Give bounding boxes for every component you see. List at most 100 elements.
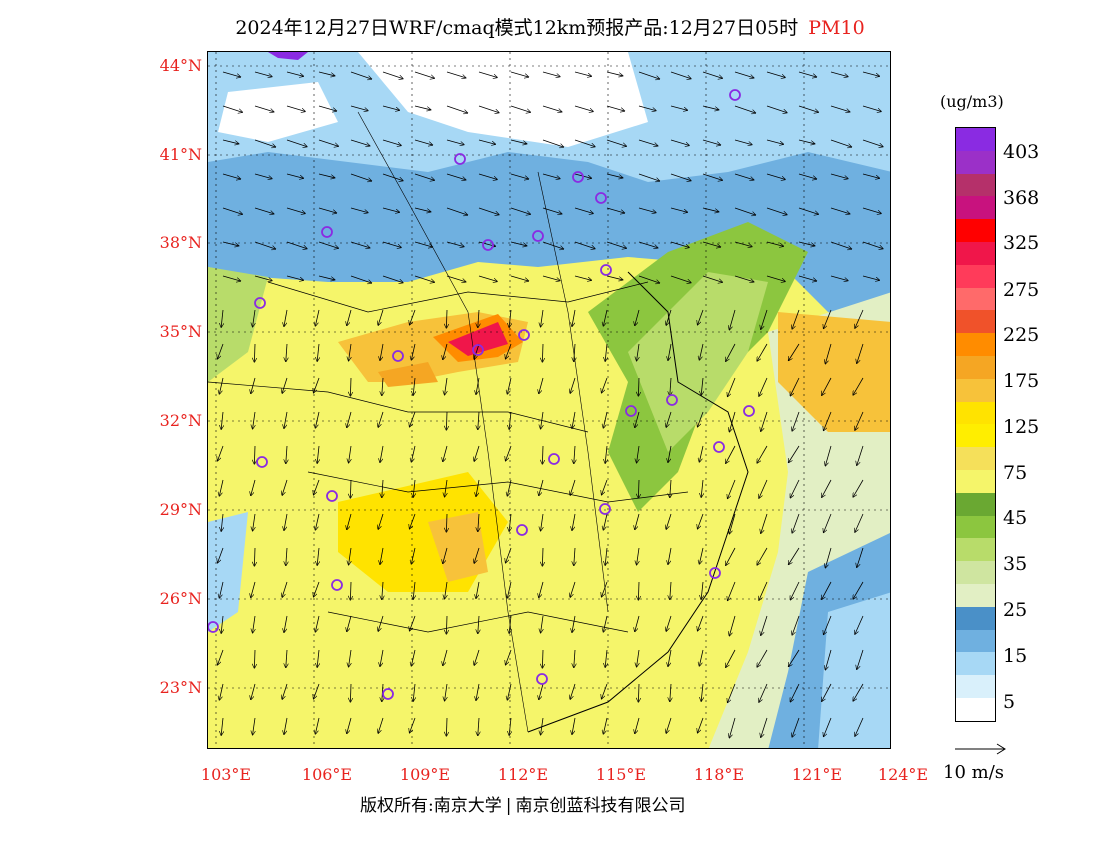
wind-vector <box>254 139 275 147</box>
wind-vector <box>284 411 288 428</box>
wind-vector <box>382 105 399 110</box>
wind-vector <box>349 547 351 565</box>
wind-vector <box>286 105 305 111</box>
wind-vector <box>670 71 691 79</box>
wind-vector <box>443 445 448 461</box>
wind-vector <box>666 513 672 529</box>
wind-vector <box>798 173 816 179</box>
wind-vector <box>670 581 671 599</box>
wind-vector <box>221 513 223 531</box>
wind-vector <box>222 105 242 112</box>
legend-tick: 325 <box>1003 232 1040 254</box>
wind-vector <box>251 581 256 597</box>
wind-vector <box>254 105 274 112</box>
wind-vector <box>478 717 479 735</box>
wind-vector <box>766 207 787 215</box>
wind-vector <box>574 343 575 361</box>
wind-vector <box>509 615 511 633</box>
legend-color-bin <box>956 310 995 334</box>
wind-vector <box>254 241 275 249</box>
wind-vector <box>853 479 864 497</box>
wind-vector <box>759 479 768 498</box>
legend-color-bin <box>956 150 995 174</box>
wind-vector <box>792 411 800 431</box>
wind-vector <box>510 275 528 281</box>
wind-vector <box>478 309 479 327</box>
legend-color-bin <box>956 629 995 653</box>
wind-vector <box>286 207 305 213</box>
wind-vector <box>474 343 480 359</box>
wind-vector <box>253 411 255 429</box>
wind-vector <box>766 275 785 281</box>
wind-vector <box>254 649 255 668</box>
wind-vector <box>698 717 704 733</box>
wind-vector <box>218 343 224 359</box>
wind-vector <box>702 71 722 78</box>
wind-vector <box>509 411 511 429</box>
wind-vector <box>410 615 416 631</box>
wind-vector <box>822 377 832 395</box>
wind-vector <box>254 71 272 77</box>
wind-vector <box>414 241 432 247</box>
wind-vector <box>635 309 640 325</box>
wind-vector <box>570 377 576 393</box>
wind-vector <box>726 343 736 361</box>
wind-vector <box>570 479 576 495</box>
wind-vector <box>603 309 608 326</box>
legend-color-bin <box>956 447 995 470</box>
wind-vector <box>254 445 255 464</box>
legend-tick: 225 <box>1003 324 1040 346</box>
wind-vector <box>378 513 384 529</box>
wind-vector <box>411 649 416 666</box>
wind-vector <box>701 479 703 497</box>
wind-vector <box>382 139 401 145</box>
wind-vector <box>445 581 447 599</box>
wind-vector <box>729 615 736 636</box>
wind-vector <box>254 207 274 214</box>
wind-vector <box>670 479 671 497</box>
wind-vector <box>574 105 593 111</box>
wind-vector <box>635 513 640 529</box>
wind-vector <box>286 445 287 463</box>
wind-vector <box>542 139 563 147</box>
wind-vector <box>411 343 416 360</box>
wind-vector <box>350 581 351 600</box>
wind-vector <box>857 547 864 567</box>
legend-color-bin <box>956 219 995 242</box>
wind-vector <box>790 581 800 600</box>
wind-vector <box>541 309 543 327</box>
wind-vector <box>219 581 224 598</box>
lon-label-121: 121°E <box>791 765 843 784</box>
wind-vector <box>824 717 832 736</box>
wind-vector <box>761 309 768 329</box>
wind-vector <box>445 479 447 497</box>
wind-vector <box>726 445 736 463</box>
wind-vector <box>510 173 528 179</box>
wind-vector <box>574 275 591 280</box>
wind-vector <box>380 445 384 462</box>
wind-vector <box>219 377 224 394</box>
lon-label-115: 115°E <box>595 765 647 784</box>
wind-vector <box>286 241 307 249</box>
wind-vector <box>382 581 383 599</box>
wind-vector <box>666 411 672 427</box>
legend-color-bin <box>956 606 995 630</box>
wind-vector <box>446 411 447 430</box>
wind-vector <box>542 649 543 668</box>
wind-vector <box>350 683 351 702</box>
legend-color-bin <box>956 173 995 197</box>
wind-vector <box>572 615 576 632</box>
lon-label-106: 106°E <box>301 765 353 784</box>
wind-vector <box>638 683 639 702</box>
legend-color-bin <box>956 378 995 402</box>
wind-vector <box>602 683 608 699</box>
wind-vector <box>251 683 256 699</box>
wind-vector <box>638 173 659 181</box>
wind-vector <box>855 717 864 736</box>
wind-vector <box>218 547 224 563</box>
wind-vector <box>729 513 736 534</box>
wind-vector <box>350 241 370 248</box>
legend-color-bin <box>956 241 995 265</box>
legend-tick: 35 <box>1003 553 1028 575</box>
wind-vector <box>315 309 320 326</box>
